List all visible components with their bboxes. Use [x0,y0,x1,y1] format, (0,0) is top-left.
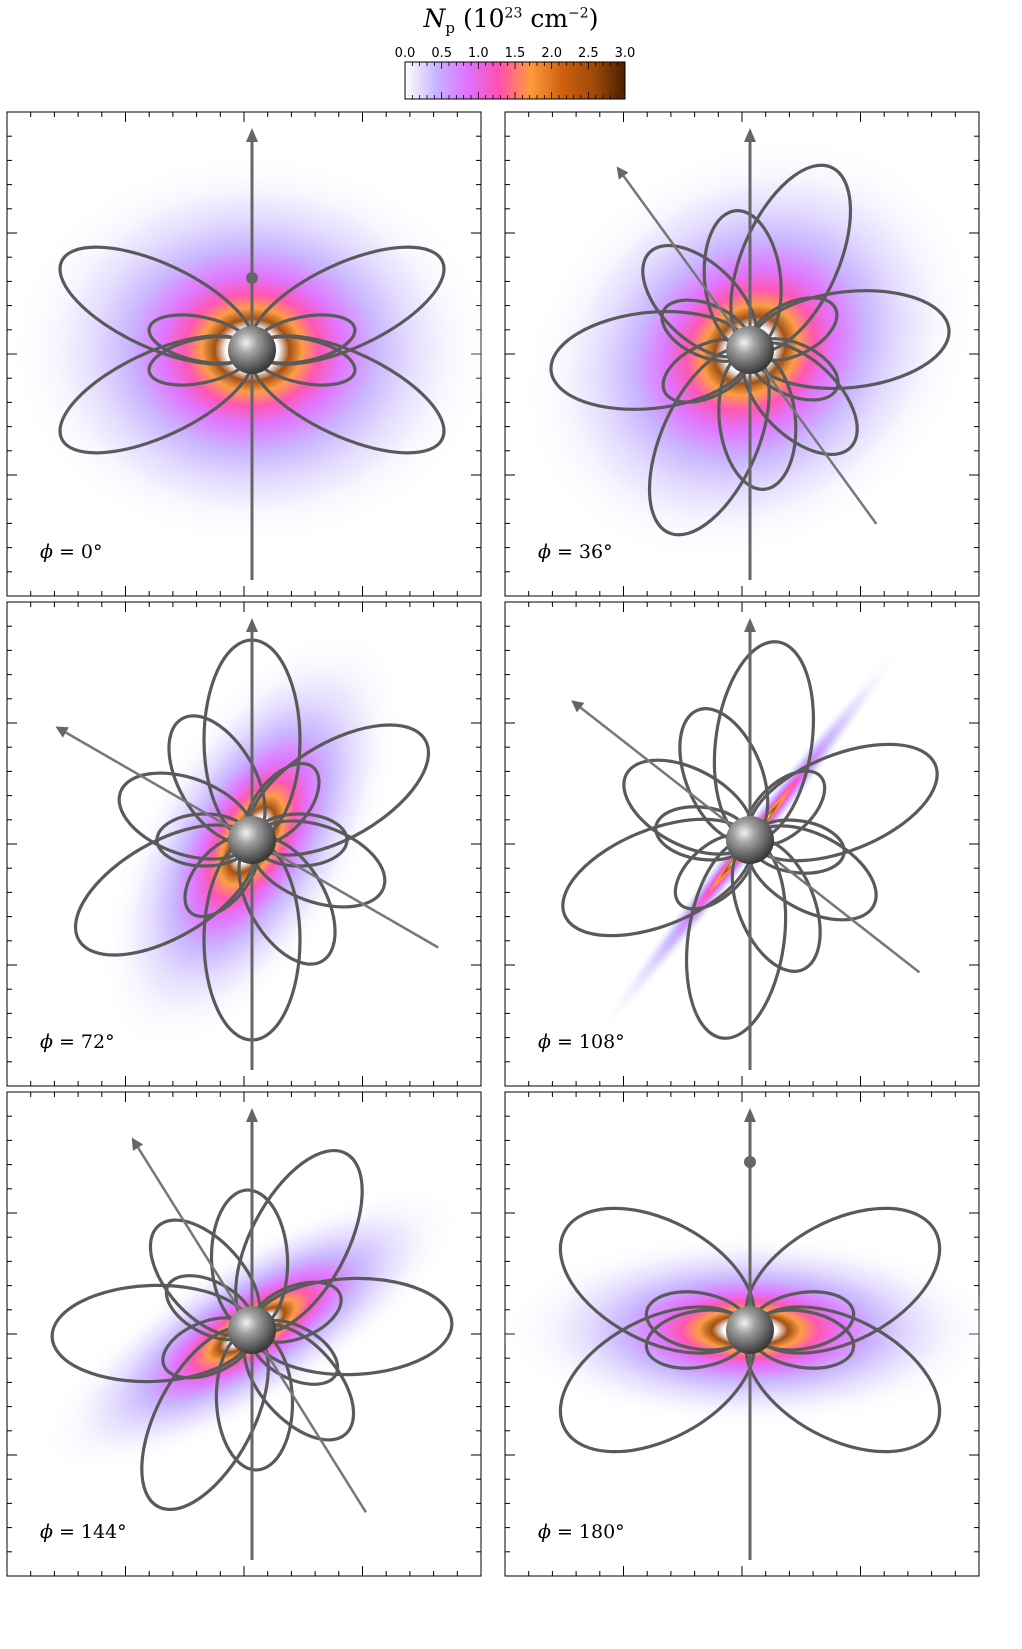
star-sphere [228,1306,276,1354]
phi-value: = 180° [557,1521,625,1543]
panel-phi-4: ϕ = 144° [0,1090,488,1580]
panel-phi-1: ϕ = 36° [498,110,986,600]
colorbar-tick-label: 2.0 [541,46,562,61]
star-sphere [228,326,276,374]
phi-value: = 0° [59,541,103,563]
phi-symbol: ϕ [40,1031,53,1053]
panel-phi-2: ϕ = 72° [0,600,488,1090]
star-sphere [726,326,774,374]
phi-label: ϕ = 72° [40,1031,115,1053]
rotation-axis-arrowhead [744,128,756,142]
colorbar-title-subscript: p [445,19,456,37]
star-sphere [726,1306,774,1354]
phi-label: ϕ = 0° [40,541,103,563]
colorbar-tick-label: 0.5 [431,46,452,61]
rotation-axis-arrowhead [246,618,258,632]
phi-symbol: ϕ [538,1521,551,1543]
star-sphere [228,816,276,864]
colorbar-title-symbol: N [423,4,446,33]
phi-value: = 108° [557,1031,625,1053]
phi-symbol: ϕ [538,1031,551,1053]
rotation-axis-arrowhead [744,1108,756,1122]
colorbar-title-close: ) [588,4,599,33]
colorbar-title-unit: (10 [462,4,505,33]
magnetic-pole-marker [246,272,258,284]
panel-svg: ϕ = 36° [504,111,981,597]
phi-symbol: ϕ [40,541,53,563]
phi-value: = 36° [557,541,613,563]
colorbar-tick-label: 1.0 [468,46,489,61]
phi-label: ϕ = 144° [40,1521,127,1543]
colorbar-tick-label: 3.0 [615,46,635,61]
magnetic-axis-arrowhead [131,1137,144,1151]
panel-phi-0: ϕ = 0° [0,110,488,600]
magnetic-axis-arrowhead [55,726,69,738]
magnetic-axis-arrowhead [616,166,629,180]
rotation-axis-arrowhead [744,618,756,632]
colorbar-title: Np (1023 cm−2) [0,4,1022,37]
phi-value: = 144° [59,1521,127,1543]
rotation-axis-arrowhead [246,128,258,142]
phi-symbol: ϕ [40,1521,53,1543]
colorbar-title-unit-rest: cm [530,4,569,33]
panel-phi-3: ϕ = 108° [498,600,986,1090]
panel-svg: ϕ = 0° [6,111,488,597]
magnetic-pole-marker [744,1156,756,1168]
panel-svg: ϕ = 72° [6,601,482,1087]
magnetic-axis-arrowhead [571,700,585,713]
phi-symbol: ϕ [538,541,551,563]
phi-value: = 72° [59,1031,115,1053]
panel-phi-5: ϕ = 180° [498,1090,986,1580]
panel-svg: ϕ = 108° [504,601,980,1087]
rotation-axis-arrowhead [246,1108,258,1122]
colorbar-tick-label: 0.0 [395,46,415,61]
phi-label: ϕ = 36° [538,541,613,563]
colorbar: 0.0 0.5 1.0 1.5 2.0 2.5 3.0 [395,46,635,100]
phi-label: ϕ = 180° [538,1521,625,1543]
colorbar-title-exponent: 23 [504,5,523,22]
star-sphere [726,816,774,864]
colorbar-tick-label: 2.5 [578,46,599,61]
panel-svg: ϕ = 180° [500,1091,986,1577]
panel-svg: ϕ = 144° [6,1091,482,1577]
phi-label: ϕ = 108° [538,1031,625,1053]
colorbar-title-unit-exponent: −2 [568,5,589,22]
colorbar-tick-label: 1.5 [505,46,526,61]
